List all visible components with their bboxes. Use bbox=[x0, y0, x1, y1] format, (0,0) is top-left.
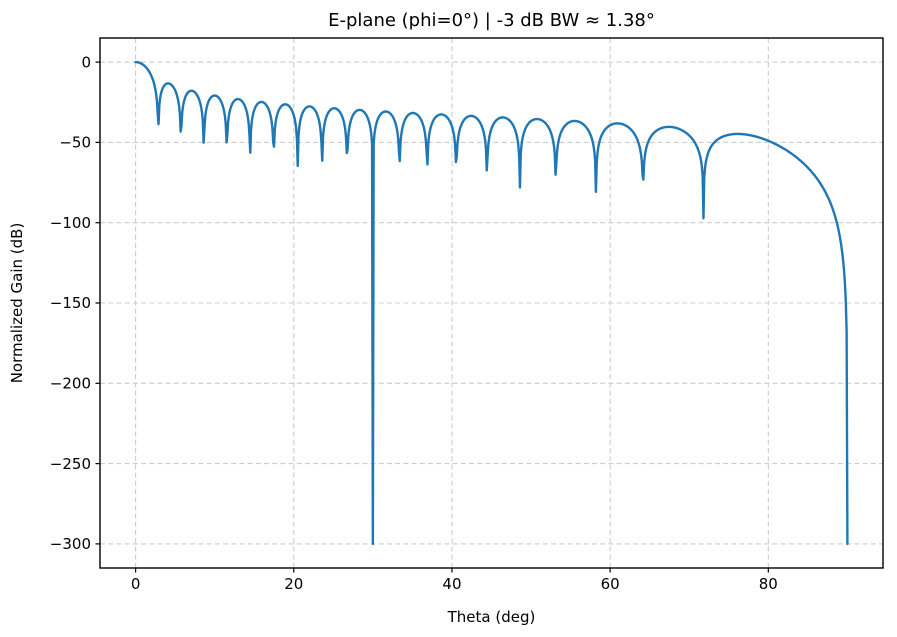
y-tick-label: 0 bbox=[81, 53, 91, 71]
y-tick-label: −100 bbox=[50, 214, 91, 232]
y-tick-label: −250 bbox=[50, 455, 91, 473]
chart-title: E-plane (phi=0°) | -3 dB BW ≈ 1.38° bbox=[328, 10, 655, 31]
tick-label-layer: 0 20 40 60 80 0 −50 −100 −150 −200 −250 −300 bbox=[50, 53, 778, 593]
y-tick-label: −50 bbox=[59, 134, 91, 152]
grid-layer bbox=[100, 38, 883, 568]
x-tick-label: 60 bbox=[601, 575, 620, 593]
gain-curve bbox=[134, 60, 849, 546]
y-tick-label: −300 bbox=[50, 535, 91, 553]
y-axis-label: Normalized Gain (dB) bbox=[8, 223, 26, 384]
x-tick-label: 40 bbox=[442, 575, 461, 593]
x-tick-label: 80 bbox=[759, 575, 778, 593]
y-tick-label: −200 bbox=[50, 375, 91, 393]
axes-layer bbox=[95, 37, 884, 573]
y-tick-label: −150 bbox=[50, 294, 91, 312]
curve-layer bbox=[134, 60, 849, 546]
x-tick-label: 20 bbox=[284, 575, 303, 593]
x-tick-label: 0 bbox=[131, 575, 141, 593]
x-axis-label: Theta (deg) bbox=[447, 608, 536, 626]
